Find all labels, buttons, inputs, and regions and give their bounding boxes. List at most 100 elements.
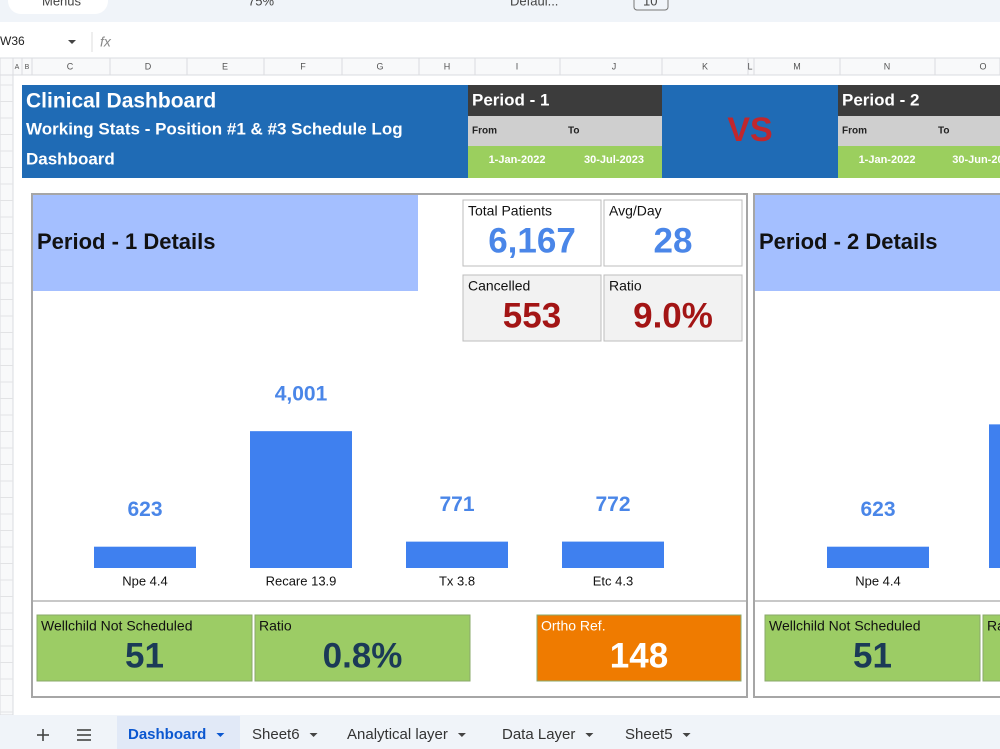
stat-box [254,614,471,682]
period-range-labels [468,116,662,146]
bar [989,424,1000,568]
stat-label: Wellchild Not Scheduled [769,618,921,634]
period-range-labels [838,116,1000,146]
toolbar-item[interactable]: 10 [643,0,657,8]
toolbar [0,0,1000,22]
stat-value: 51 [125,636,164,675]
active-tab[interactable] [117,716,240,749]
category-label: Etc 4.3 [593,573,633,588]
stat-box [36,614,253,682]
stat-box [982,614,1000,682]
kpi-label: Ratio [609,278,642,294]
all-sheets-button[interactable] [77,729,91,741]
column-header[interactable]: O [979,61,986,71]
column-header[interactable]: B [25,64,30,71]
vs-band [662,85,838,178]
bar [94,546,196,568]
add-sheet-button[interactable] [37,729,49,741]
name-box[interactable]: W36 [0,34,25,48]
sheet-tab[interactable]: Data Layer [502,726,575,743]
menu-search[interactable] [8,0,108,14]
category-label: Npe 4.4 [122,573,168,588]
page-label: Dashboard [26,149,115,168]
panel-title: Period - 2 Details [759,229,938,254]
font-size-box[interactable] [633,0,669,11]
bar-value-label: 623 [127,498,162,521]
stat-box [764,614,981,682]
sheet-tab[interactable]: Sheet5 [625,726,673,743]
from-date: 1-Jan-2022 [489,154,546,166]
toolbar-item[interactable]: 75% [248,0,274,8]
bar-value-label: 4,001 [275,383,328,406]
stat-value: 0.8% [323,636,403,675]
period-range-values [468,146,662,178]
column-header[interactable]: M [793,61,801,71]
kpi-box [603,199,743,267]
header-band [22,85,468,178]
column-header[interactable]: I [516,61,519,71]
tab-dropdown-arrow[interactable] [682,733,691,737]
column-header[interactable]: K [702,61,708,71]
bar [406,541,508,568]
bar [562,541,664,568]
kpi-value: 6,167 [488,221,576,260]
column-header[interactable]: G [376,61,383,71]
tab-dropdown-arrow[interactable] [309,733,318,737]
to-label: To [568,126,579,137]
kpi-box [603,274,743,342]
dropdown-arrow[interactable] [68,40,76,44]
from-label: From [472,126,497,137]
stat-label: Ratio [259,618,292,634]
period-title-box [468,85,662,116]
panel-title: Period - 1 Details [37,229,216,254]
kpi-value: 28 [654,221,693,260]
period-title-box [838,85,1000,116]
column-header[interactable]: D [145,61,152,71]
tab-dropdown-arrow[interactable] [216,733,225,737]
to-label: To [938,126,949,137]
kpi-value: 553 [503,296,561,335]
category-label: Recare 13.9 [266,573,337,588]
bar [250,431,352,568]
period-title: Period - 1 [472,90,549,109]
formula-bar [0,22,1000,58]
column-header[interactable]: F [300,61,306,71]
bar-value-label: 623 [860,498,895,521]
kpi-value: 9.0% [633,296,713,335]
stat-value: 148 [610,636,668,675]
column-header[interactable]: H [444,61,451,71]
sheet-tab[interactable]: Analytical layer [347,726,448,743]
tab-dropdown-arrow[interactable] [457,733,466,737]
column-header[interactable]: J [612,61,617,71]
row-header-column [0,74,14,716]
tab-dropdown-arrow[interactable] [585,733,594,737]
column-header[interactable]: A [15,64,20,71]
kpi-label: Total Patients [468,203,552,219]
to-date: 30-Jun-2023 [952,154,1000,166]
bar-value-label: 771 [439,493,474,516]
vs-label: VS [727,111,772,149]
kpi-box [462,274,602,342]
title: Clinical Dashboard [26,90,216,113]
column-header[interactable]: L [747,61,752,71]
toolbar-item[interactable]: Defaul... [510,0,558,8]
period-title: Period - 2 [842,90,919,109]
bar-value-label: 772 [595,493,630,516]
toolbar-item[interactable]: Menus [42,0,82,8]
sheet-tab[interactable]: Sheet6 [252,726,300,743]
column-header[interactable]: E [222,61,228,71]
category-label: Npe 4.4 [855,573,901,588]
stat-label: Wellchild Not Scheduled [41,618,193,634]
fx-icon: fx [100,34,112,50]
column-header[interactable]: C [67,61,74,71]
kpi-box [462,199,602,267]
stat-label: Ortho Ref. [541,618,606,634]
sheet-tab[interactable]: Dashboard [128,726,206,743]
kpi-label: Avg/Day [609,203,662,219]
column-header[interactable]: N [884,61,891,71]
bar [827,546,929,568]
category-label: Tx 3.8 [439,573,475,588]
subtitle: Working Stats - Position #1 & #3 Schedul… [26,119,403,138]
